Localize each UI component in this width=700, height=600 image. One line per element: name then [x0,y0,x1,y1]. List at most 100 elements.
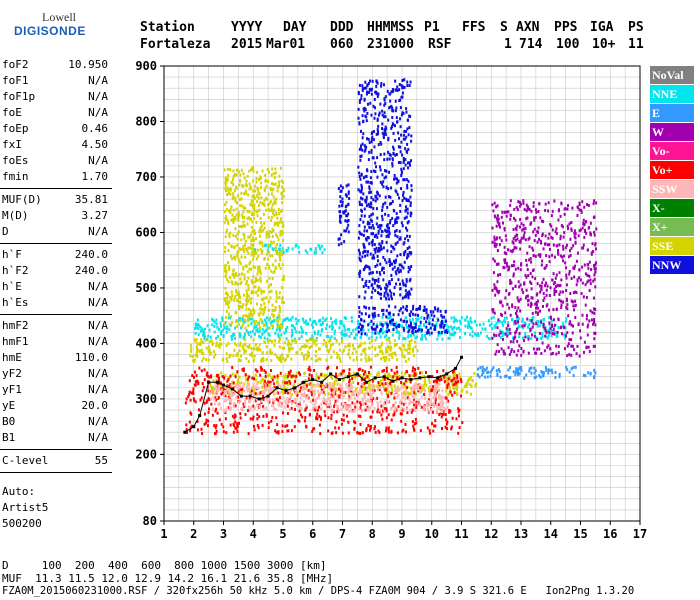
data-point [305,425,308,429]
data-point [584,374,587,378]
data-point [593,264,596,268]
data-point [403,390,406,394]
data-point [352,409,355,413]
data-point [198,349,201,353]
data-point [221,391,224,395]
data-point [384,125,387,129]
data-point [341,395,344,399]
data-point [293,407,296,411]
data-point [338,326,341,330]
data-point [361,209,364,213]
data-point [323,401,326,405]
data-point [338,357,341,361]
data-point [362,372,365,376]
data-point [517,280,520,284]
data-point [415,317,418,321]
data-point [551,253,554,257]
data-point [594,332,597,336]
data-point [503,228,506,232]
data-point [255,329,258,333]
data-point [482,322,485,326]
data-point [233,402,236,406]
data-point [417,401,420,405]
data-point [264,179,267,183]
data-point [389,348,392,352]
data-point [520,324,523,328]
data-point [537,230,540,234]
data-point [428,409,431,413]
data-point [364,237,367,241]
data-point [224,246,227,250]
data-point [359,259,362,263]
data-point [535,375,538,379]
data-point [217,373,220,377]
data-point [274,429,277,433]
data-point [368,141,371,145]
data-point [437,318,440,322]
data-point [344,406,347,410]
data-point [565,317,568,321]
data-point [362,328,365,332]
data-point [221,316,224,320]
data-point [402,392,405,396]
data-point [384,388,387,392]
data-point [238,332,241,336]
data-point [250,289,253,293]
data-point [266,398,269,402]
data-point [410,287,413,291]
data-point [523,282,526,286]
data-point [346,226,349,230]
data-point [548,255,551,259]
data-point [397,324,400,328]
data-point [394,124,397,128]
data-point [286,249,289,253]
data-point [247,294,250,298]
data-point [273,175,276,179]
data-point [501,334,504,338]
data-point [587,266,590,270]
data-point [436,337,439,341]
data-point [276,323,279,327]
data-point [358,407,361,411]
data-point [320,323,323,327]
data-point [370,137,373,141]
data-point [362,233,365,237]
data-point [306,388,309,392]
data-point [544,334,547,338]
data-point [517,349,520,353]
data-point [384,95,387,99]
data-point [368,225,371,229]
data-point [259,248,262,252]
data-point [346,344,349,348]
data-point [211,386,214,390]
data-point [367,90,370,94]
data-point [195,337,198,341]
data-point [363,319,366,323]
data-point [315,377,318,381]
data-point [304,393,307,397]
data-point [209,352,212,356]
data-point [191,354,194,358]
data-point [225,399,228,403]
data-point [531,275,534,279]
data-point [343,334,346,338]
data-point [339,319,342,323]
data-point [552,308,555,312]
data-point [448,408,451,412]
data-point [333,329,336,333]
data-point [249,185,252,189]
data-point [339,216,342,220]
data-point [524,322,527,326]
data-point [432,380,435,384]
data-point [409,408,412,412]
data-point [251,200,254,204]
data-point [390,318,393,322]
data-point [444,408,447,412]
data-point [401,311,404,315]
data-point [383,83,386,87]
data-point [370,87,373,91]
data-point [419,320,422,324]
data-point [408,341,411,345]
data-point [484,327,487,331]
data-point [439,405,442,409]
